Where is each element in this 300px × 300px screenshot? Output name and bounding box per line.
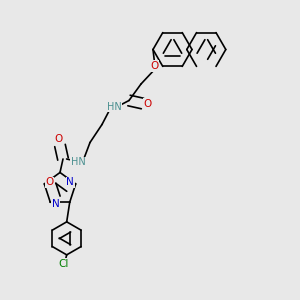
Text: HN: HN xyxy=(106,101,122,112)
Text: N: N xyxy=(66,177,74,188)
Text: N: N xyxy=(52,199,60,209)
Text: O: O xyxy=(46,177,54,188)
Text: O: O xyxy=(54,134,63,144)
Text: O: O xyxy=(150,61,159,71)
Text: Cl: Cl xyxy=(58,259,69,269)
Text: O: O xyxy=(144,98,152,109)
Text: HN: HN xyxy=(70,157,86,167)
